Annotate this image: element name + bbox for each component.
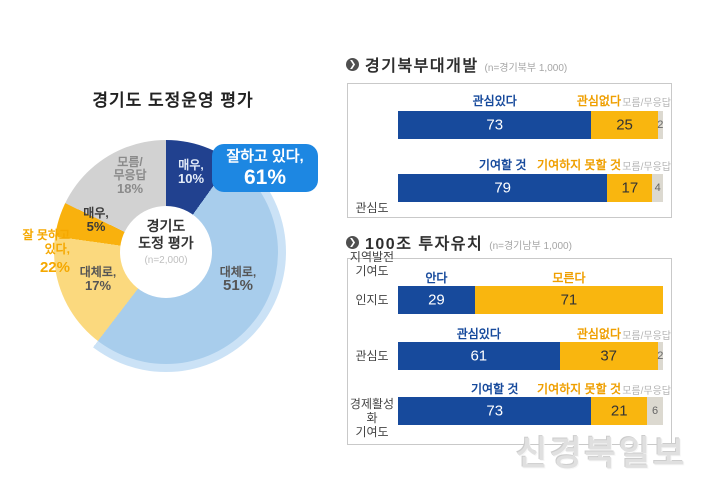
bar-segment: 73 [398, 397, 592, 425]
legend-negative: 관심없다 [576, 94, 621, 108]
segment-label-somewhat-negative: 대체로, 17% [79, 265, 117, 293]
row-label: 인지도 [355, 293, 389, 307]
arrow-circle-icon: ❯ [346, 57, 359, 71]
bar-value: 73 [486, 402, 504, 420]
bar-legend: 기여할 것 기여하지 못할 것 모름/무응답 [398, 380, 671, 397]
row-label: 지역발전 기여도 [349, 250, 395, 278]
bar-legend: 안다 모른다 [398, 269, 663, 285]
bar-segment: 4 [652, 174, 663, 202]
bar-value: 4 [654, 182, 661, 194]
donut-hole [120, 206, 212, 298]
donut-center-label: 경기도 도정 평가 (n=2,000) [86, 218, 246, 266]
bar-value: 17 [621, 179, 639, 197]
bar-segment: 73 [398, 111, 592, 139]
row-label: 관심도 [355, 349, 389, 363]
bar-segment: 2 [657, 342, 664, 370]
legend-positive: 관심있다 [456, 327, 501, 341]
section-header-investment: ❯ 100조 투자유치 (n=경기남부 1,000) [346, 230, 572, 254]
bar-segment: 71 [474, 286, 663, 314]
bar-segment: 25 [591, 111, 658, 139]
bar-value: 25 [616, 116, 633, 134]
bar-legend: 기여할 것 기여하지 못할 것 모름/무응답 [398, 156, 671, 173]
donut-chart-title: 경기도 도정운영 평가 [92, 91, 254, 110]
section-header-north-development: ❯ 경기북부대개발 (n=경기북부 1,000) [346, 52, 567, 76]
bar-value: 71 [560, 291, 578, 309]
bar-segment: 37 [559, 342, 658, 370]
callout-doing-well: 잘하고 있다, 61% [212, 144, 318, 192]
legend-negative: 관심없다 [576, 327, 621, 341]
legend-positive: 관심있다 [472, 94, 517, 108]
stacked-bar: 73 21 6 [398, 397, 663, 425]
legend-negative: 기여하지 못할 것 [537, 382, 621, 396]
bar-value: 73 [486, 116, 504, 134]
legend-dont-know: 모름/무응답 [622, 331, 671, 342]
bar-segment: 29 [398, 286, 475, 314]
stacked-bar: 29 71 [398, 286, 663, 314]
bar-value: 21 [610, 402, 628, 420]
bar-segment: 21 [591, 397, 648, 425]
donut-center-text: 경기도 도정 평가 [138, 218, 194, 251]
bar-value: 79 [494, 179, 512, 197]
bar-value: 6 [651, 405, 659, 417]
section-sample-size: (n=경기남부 1,000) [489, 240, 572, 252]
section-title: 경기북부대개발 [365, 58, 479, 75]
newspaper-watermark: 신경북일보 [516, 435, 688, 473]
bar-value: 29 [428, 291, 445, 309]
bar-value: 2 [657, 119, 664, 131]
stacked-bar: 73 25 2 [398, 111, 663, 139]
legend-positive: 기여할 것 [470, 382, 519, 396]
bar-segment: 17 [607, 174, 653, 202]
legend-dont-know: 모름/무응답 [622, 162, 671, 173]
bar-value: 61 [470, 347, 488, 365]
bar-segment: 2 [657, 111, 664, 139]
legend-positive: 기여할 것 [478, 158, 527, 172]
stacked-bar: 61 37 2 [398, 342, 663, 370]
bar-segment: 79 [398, 174, 608, 202]
section-sample-size: (n=경기북부 1,000) [484, 62, 568, 74]
segment-label-very-positive: 매우, 10% [177, 158, 205, 186]
segment-label-very-negative: 매우, 5% [83, 206, 109, 234]
legend-positive: 안다 [425, 271, 448, 285]
legend-negative: 기여하지 못할 것 [537, 158, 621, 172]
legend-dont-know: 모름/무응답 [622, 386, 671, 397]
legend-negative: 모른다 [552, 271, 586, 285]
legend-dont-know: 모름/무응답 [622, 98, 671, 109]
arrow-circle-icon: ❯ [346, 235, 359, 249]
bar-value: 37 [600, 347, 617, 365]
bar-panel-investment: 인지도 안다 모른다 29 71 관심도 관심있다 관심없다 모름/무응답 61 37 2 … [347, 258, 672, 445]
segment-label-dont-know: 모름/ 무응답 18% [113, 155, 147, 196]
stacked-bar: 79 17 4 [398, 174, 663, 202]
bar-legend: 관심있다 관심없다 모름/무응답 [398, 325, 671, 342]
row-label: 경제활성화 기여도 [349, 397, 395, 439]
section-title: 100조 투자유치 [365, 236, 484, 253]
callout-doing-poorly: 잘 못하고 있다, 22% [22, 228, 71, 276]
row-label: 관심도 [355, 201, 389, 215]
segment-label-somewhat-positive: 대체로, 51% [219, 265, 257, 294]
bar-value: 2 [657, 350, 664, 362]
bar-legend: 관심있다 관심없다 모름/무응답 [398, 92, 671, 109]
bar-segment: 61 [398, 342, 560, 370]
bar-segment: 6 [647, 397, 663, 425]
donut-sample-size: (n=2,000) [144, 255, 188, 266]
